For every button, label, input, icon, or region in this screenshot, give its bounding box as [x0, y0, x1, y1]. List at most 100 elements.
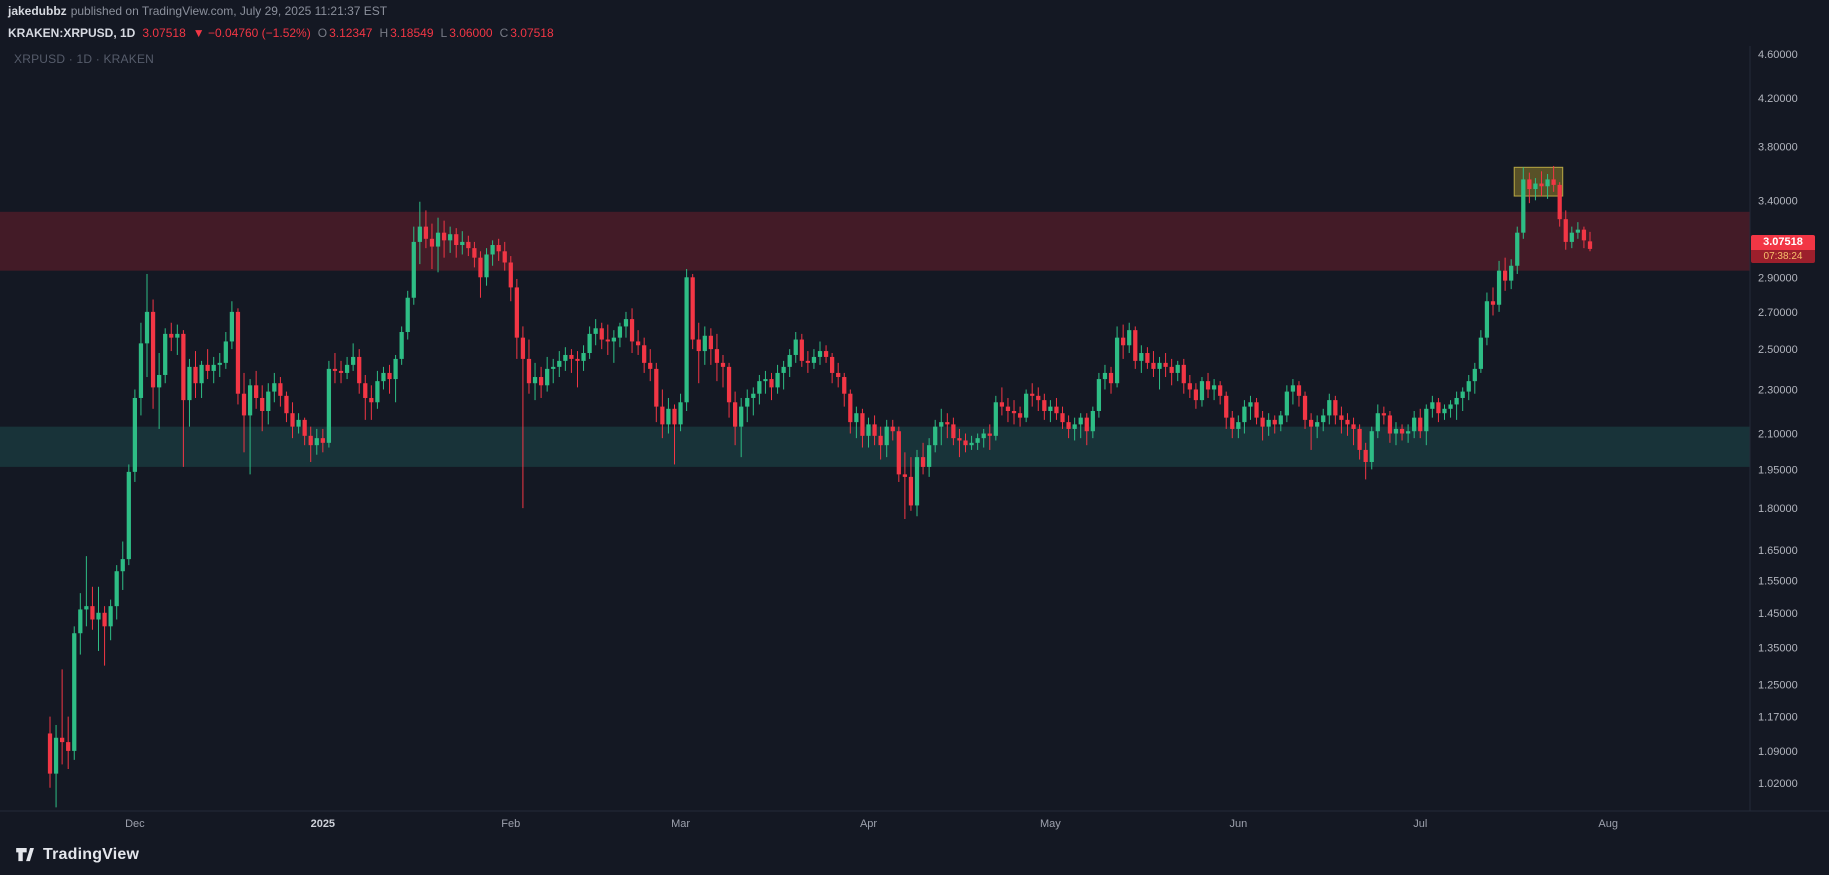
candle-body	[714, 349, 720, 363]
candle-body	[205, 364, 210, 371]
price-axis-label: 1.95000	[1758, 464, 1798, 476]
candle-body	[1302, 395, 1308, 420]
candle-body	[1563, 219, 1568, 242]
candle-body	[1169, 366, 1174, 373]
candle-body	[102, 612, 107, 627]
time-axis-label: Jun	[1229, 818, 1247, 830]
candle-body	[702, 335, 707, 352]
candle-body	[1351, 424, 1356, 429]
candle-body	[1133, 330, 1138, 361]
price-axis-label: 4.60000	[1758, 49, 1798, 61]
candle-body	[1424, 408, 1429, 432]
tradingview-wordmark[interactable]: TradingView	[43, 845, 140, 863]
candle-body	[872, 424, 877, 436]
ohlc-high: H 3.18549	[379, 26, 433, 40]
candle-body	[302, 419, 307, 436]
candle-body	[1484, 301, 1490, 338]
candle-body	[1078, 417, 1083, 425]
candle-body	[823, 351, 829, 357]
candle-body	[848, 393, 853, 423]
candle-body	[169, 333, 174, 338]
candle-body	[405, 297, 410, 333]
candle-body	[1211, 385, 1217, 390]
candle-body	[799, 339, 804, 361]
candle-body	[981, 433, 986, 439]
candle-body	[114, 571, 119, 607]
candle-body	[1333, 400, 1338, 416]
candle-body	[720, 362, 726, 367]
candle-body	[1345, 419, 1350, 425]
candle-body	[338, 370, 344, 373]
candle-body	[684, 277, 689, 403]
candle-body	[708, 335, 713, 350]
candle-body	[478, 257, 483, 278]
candle-body	[126, 471, 131, 560]
candle-body	[175, 333, 180, 338]
candle-body	[751, 393, 756, 398]
candle-body	[1218, 385, 1223, 396]
candle-body	[654, 368, 659, 407]
candle-body	[793, 339, 798, 355]
candle-body	[1369, 431, 1374, 462]
candle-body	[229, 311, 235, 342]
candle-body	[696, 339, 701, 352]
time-axis-label: Aug	[1598, 818, 1618, 830]
price-axis-label: 1.02000	[1758, 778, 1798, 790]
candle-body	[957, 438, 962, 441]
candle-body	[775, 372, 780, 388]
time-axis-label: May	[1040, 818, 1061, 830]
candle-body	[1581, 229, 1587, 241]
candle-body	[1139, 353, 1144, 361]
candle-body	[1442, 408, 1447, 414]
candle-body	[739, 406, 744, 427]
candle-body	[508, 262, 513, 288]
candle-body	[611, 337, 616, 342]
candle-body	[1272, 419, 1277, 425]
ohlc-close-value: 3.07518	[510, 26, 554, 40]
candle-body	[945, 422, 950, 425]
candle-body	[1163, 362, 1168, 367]
candle-body	[502, 251, 507, 263]
candle-body	[1090, 410, 1095, 432]
candle-body	[272, 383, 277, 392]
symbol-info-bar: KRAKEN:XRPUSD, 1D 3.07518 ▼ −0.04760 (−1…	[0, 22, 1829, 44]
candle-body	[1060, 413, 1065, 423]
candle-body	[411, 241, 416, 298]
candle-body	[278, 383, 283, 396]
candle-body	[1011, 410, 1017, 414]
candle-body	[235, 311, 241, 394]
candle-body	[375, 381, 380, 403]
candle-body	[181, 333, 186, 401]
candle-body	[890, 426, 895, 432]
candle-body	[1248, 402, 1253, 407]
tradingview-logo-icon[interactable]	[14, 844, 35, 865]
candle-body	[460, 241, 465, 246]
candle-body	[1466, 381, 1471, 392]
candlestick-chart[interactable]: 4.60000 4.20000 3.80000 3.40000 2.90000 2.700…	[0, 0, 1829, 834]
symbol-title: KRAKEN:XRPUSD, 1D	[8, 26, 136, 40]
candle-body	[1290, 385, 1296, 392]
candle-body	[1472, 368, 1477, 382]
candle-body	[629, 319, 635, 342]
bar-close-countdown: 07:38:24	[1751, 249, 1815, 263]
candle-body	[975, 438, 980, 443]
candle-body	[811, 356, 817, 363]
candle-body	[617, 326, 623, 338]
candle-body	[1533, 183, 1538, 190]
candle-body	[344, 364, 350, 373]
time-axis-label: Jul	[1413, 818, 1427, 830]
candle-body	[1175, 364, 1180, 373]
candle-body	[266, 391, 271, 411]
candle-body	[1048, 406, 1053, 411]
candle-body	[908, 476, 914, 506]
candle-body	[763, 379, 768, 382]
current-price-label: 3.07518 07:38:24	[1751, 234, 1815, 263]
candle-body	[1375, 413, 1380, 432]
candle-body	[423, 226, 429, 239]
candle-body	[1448, 404, 1453, 409]
candle-body	[435, 232, 441, 247]
candle-body	[660, 406, 665, 425]
candle-body	[1121, 337, 1126, 346]
candle-body	[635, 341, 641, 346]
candle-body	[933, 426, 938, 446]
